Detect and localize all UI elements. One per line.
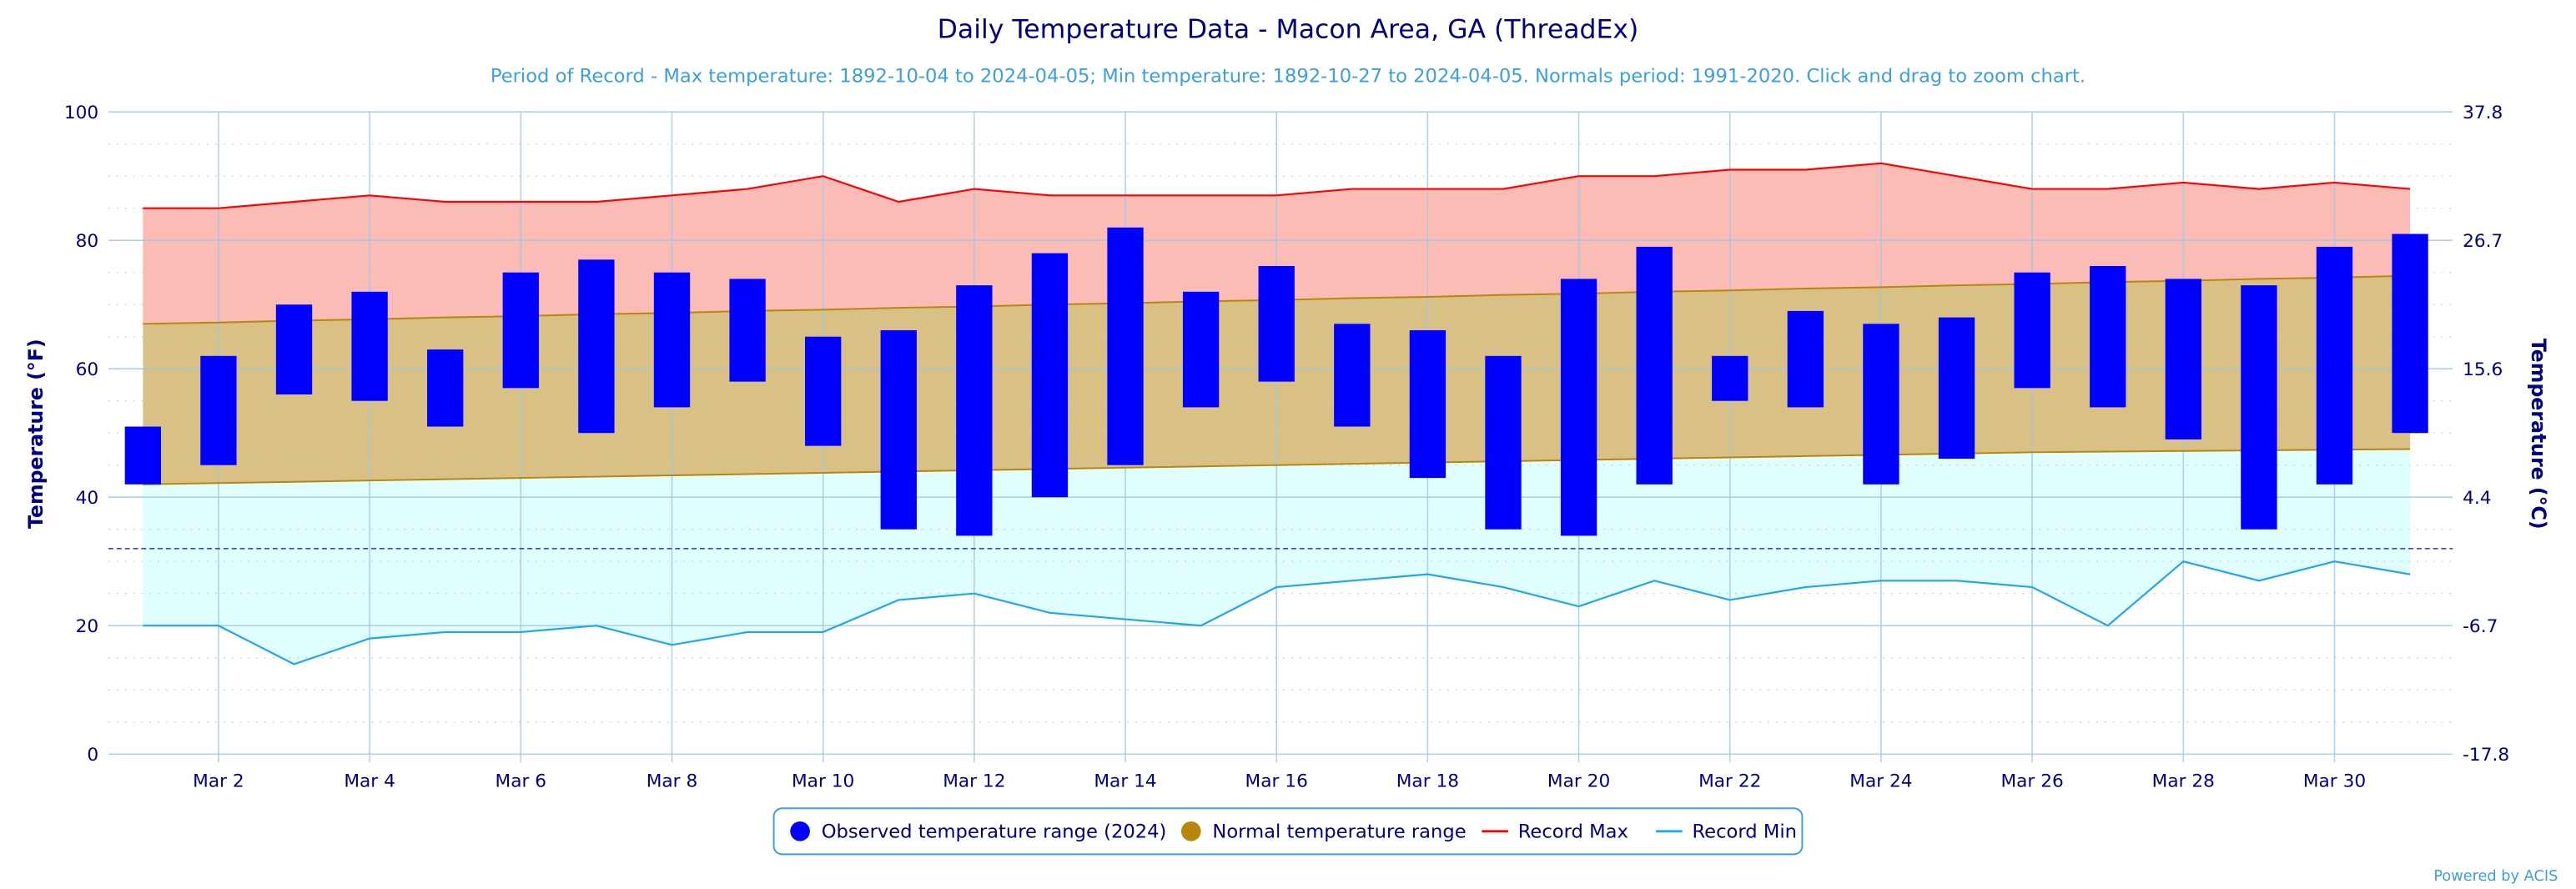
observed-range-bar[interactable] bbox=[1409, 330, 1446, 479]
x-tick-label: Mar 14 bbox=[1094, 771, 1156, 792]
x-tick-label: Mar 6 bbox=[496, 771, 547, 792]
observed-range-bar[interactable] bbox=[2165, 279, 2201, 439]
y-axis-title: Temperature (°F) bbox=[24, 339, 48, 529]
observed-range-bar[interactable] bbox=[1712, 355, 1748, 401]
observed-range-bar[interactable] bbox=[1258, 266, 1295, 382]
observed-range-bar[interactable] bbox=[351, 291, 388, 401]
y2-axis-title: Temperature (°C) bbox=[2527, 339, 2550, 530]
x-tick-label: Mar 8 bbox=[647, 771, 698, 792]
x-tick-label: Mar 10 bbox=[792, 771, 854, 792]
y-tick-label: 100 bbox=[64, 103, 98, 123]
credits-link[interactable]: Powered by ACIS bbox=[2433, 868, 2558, 885]
legend-item-record-max[interactable]: Record Max bbox=[1482, 821, 1628, 843]
observed-range-bar[interactable] bbox=[2014, 272, 2050, 389]
y2-tick-label: 4.4 bbox=[2463, 488, 2491, 509]
observed-range-bar[interactable] bbox=[200, 355, 237, 465]
observed-range-bar[interactable] bbox=[805, 336, 842, 446]
legend-item-record-min[interactable]: Record Min bbox=[1656, 821, 1797, 843]
x-tick-label: Mar 18 bbox=[1396, 771, 1459, 792]
observed-range-bar[interactable] bbox=[427, 349, 464, 427]
observed-legend-icon bbox=[790, 821, 810, 841]
legend-box bbox=[772, 807, 1804, 856]
observed-range-bar[interactable] bbox=[275, 304, 313, 395]
normal-legend-icon bbox=[1180, 821, 1201, 841]
observed-range-bar[interactable] bbox=[2392, 234, 2428, 434]
observed-range-bar[interactable] bbox=[1485, 355, 1522, 530]
observed-range-bar[interactable] bbox=[1334, 324, 1371, 427]
observed-range-bar[interactable] bbox=[1787, 310, 1824, 408]
y-tick-label: 80 bbox=[76, 231, 99, 252]
observed-range-bar[interactable] bbox=[124, 426, 161, 485]
observed-range-bar[interactable] bbox=[880, 330, 917, 530]
y2-tick-label: -17.8 bbox=[2463, 745, 2509, 766]
y2-tick-label: 15.6 bbox=[2463, 359, 2503, 380]
observed-range-bar[interactable] bbox=[956, 285, 993, 536]
observed-range-bar[interactable] bbox=[578, 259, 615, 434]
observed-range-bar[interactable] bbox=[502, 272, 539, 389]
chart-subtitle: Period of Record - Max temperature: 1892… bbox=[491, 66, 2085, 88]
record-max-line bbox=[143, 162, 2411, 209]
x-tick-label: Mar 12 bbox=[943, 771, 1005, 792]
plot-area[interactable]: 0 -17.8 20 -6.7 40 4.4 60 15.6 80 26.7 100 37.8 Mar … bbox=[64, 103, 2509, 792]
y-tick-label: 60 bbox=[76, 359, 99, 380]
x-tick-label: Mar 22 bbox=[1698, 771, 1761, 792]
x-tick-label: Mar 24 bbox=[1849, 771, 1912, 792]
observed-range-bar[interactable] bbox=[1107, 227, 1144, 465]
legend-label: Record Max bbox=[1518, 821, 1628, 843]
observed-range-bar[interactable] bbox=[1938, 317, 1975, 460]
y2-tick-label: 26.7 bbox=[2463, 231, 2503, 252]
x-tick-label: Mar 26 bbox=[2000, 771, 2063, 792]
y2-tick-label: -6.7 bbox=[2463, 616, 2498, 637]
legend-item-normal[interactable]: Normal temperature range bbox=[1180, 821, 1467, 843]
observed-range-bar[interactable] bbox=[653, 272, 691, 408]
observed-range-bar[interactable] bbox=[2241, 285, 2277, 530]
y-tick-label: 40 bbox=[76, 488, 99, 509]
x-tick-label: Mar 2 bbox=[193, 771, 244, 792]
observed-range-bar[interactable] bbox=[1636, 246, 1673, 485]
x-tick-label: Mar 16 bbox=[1245, 771, 1308, 792]
x-tick-label: Mar 30 bbox=[2303, 771, 2366, 792]
normal-min-line bbox=[143, 448, 2411, 485]
legend-label: Normal temperature range bbox=[1212, 821, 1466, 843]
legend: Observed temperature range (2024) Normal… bbox=[772, 807, 1804, 856]
observed-range-bar[interactable] bbox=[729, 279, 766, 382]
record-min-line bbox=[143, 560, 2411, 665]
observed-range-bar[interactable] bbox=[1182, 291, 1220, 408]
y-tick-label: 0 bbox=[87, 745, 98, 766]
y-tick-label: 20 bbox=[76, 616, 99, 637]
legend-label: Observed temperature range (2024) bbox=[822, 821, 1167, 843]
x-tick-label: Mar 20 bbox=[1547, 771, 1610, 792]
y2-tick-label: 37.8 bbox=[2463, 103, 2503, 123]
observed-range-bar[interactable] bbox=[1560, 279, 1597, 536]
x-tick-label: Mar 28 bbox=[2152, 771, 2215, 792]
chart-title: Daily Temperature Data - Macon Area, GA … bbox=[938, 15, 1639, 45]
observed-range-bar[interactable] bbox=[2316, 246, 2353, 485]
observed-range-bar[interactable] bbox=[1031, 253, 1069, 498]
observed-range-bar[interactable] bbox=[2090, 266, 2126, 408]
observed-range-bar[interactable] bbox=[1863, 324, 1899, 485]
legend-item-observed[interactable]: Observed temperature range (2024) bbox=[790, 821, 1166, 843]
x-tick-label: Mar 4 bbox=[344, 771, 395, 792]
legend-label: Record Min bbox=[1692, 821, 1797, 843]
